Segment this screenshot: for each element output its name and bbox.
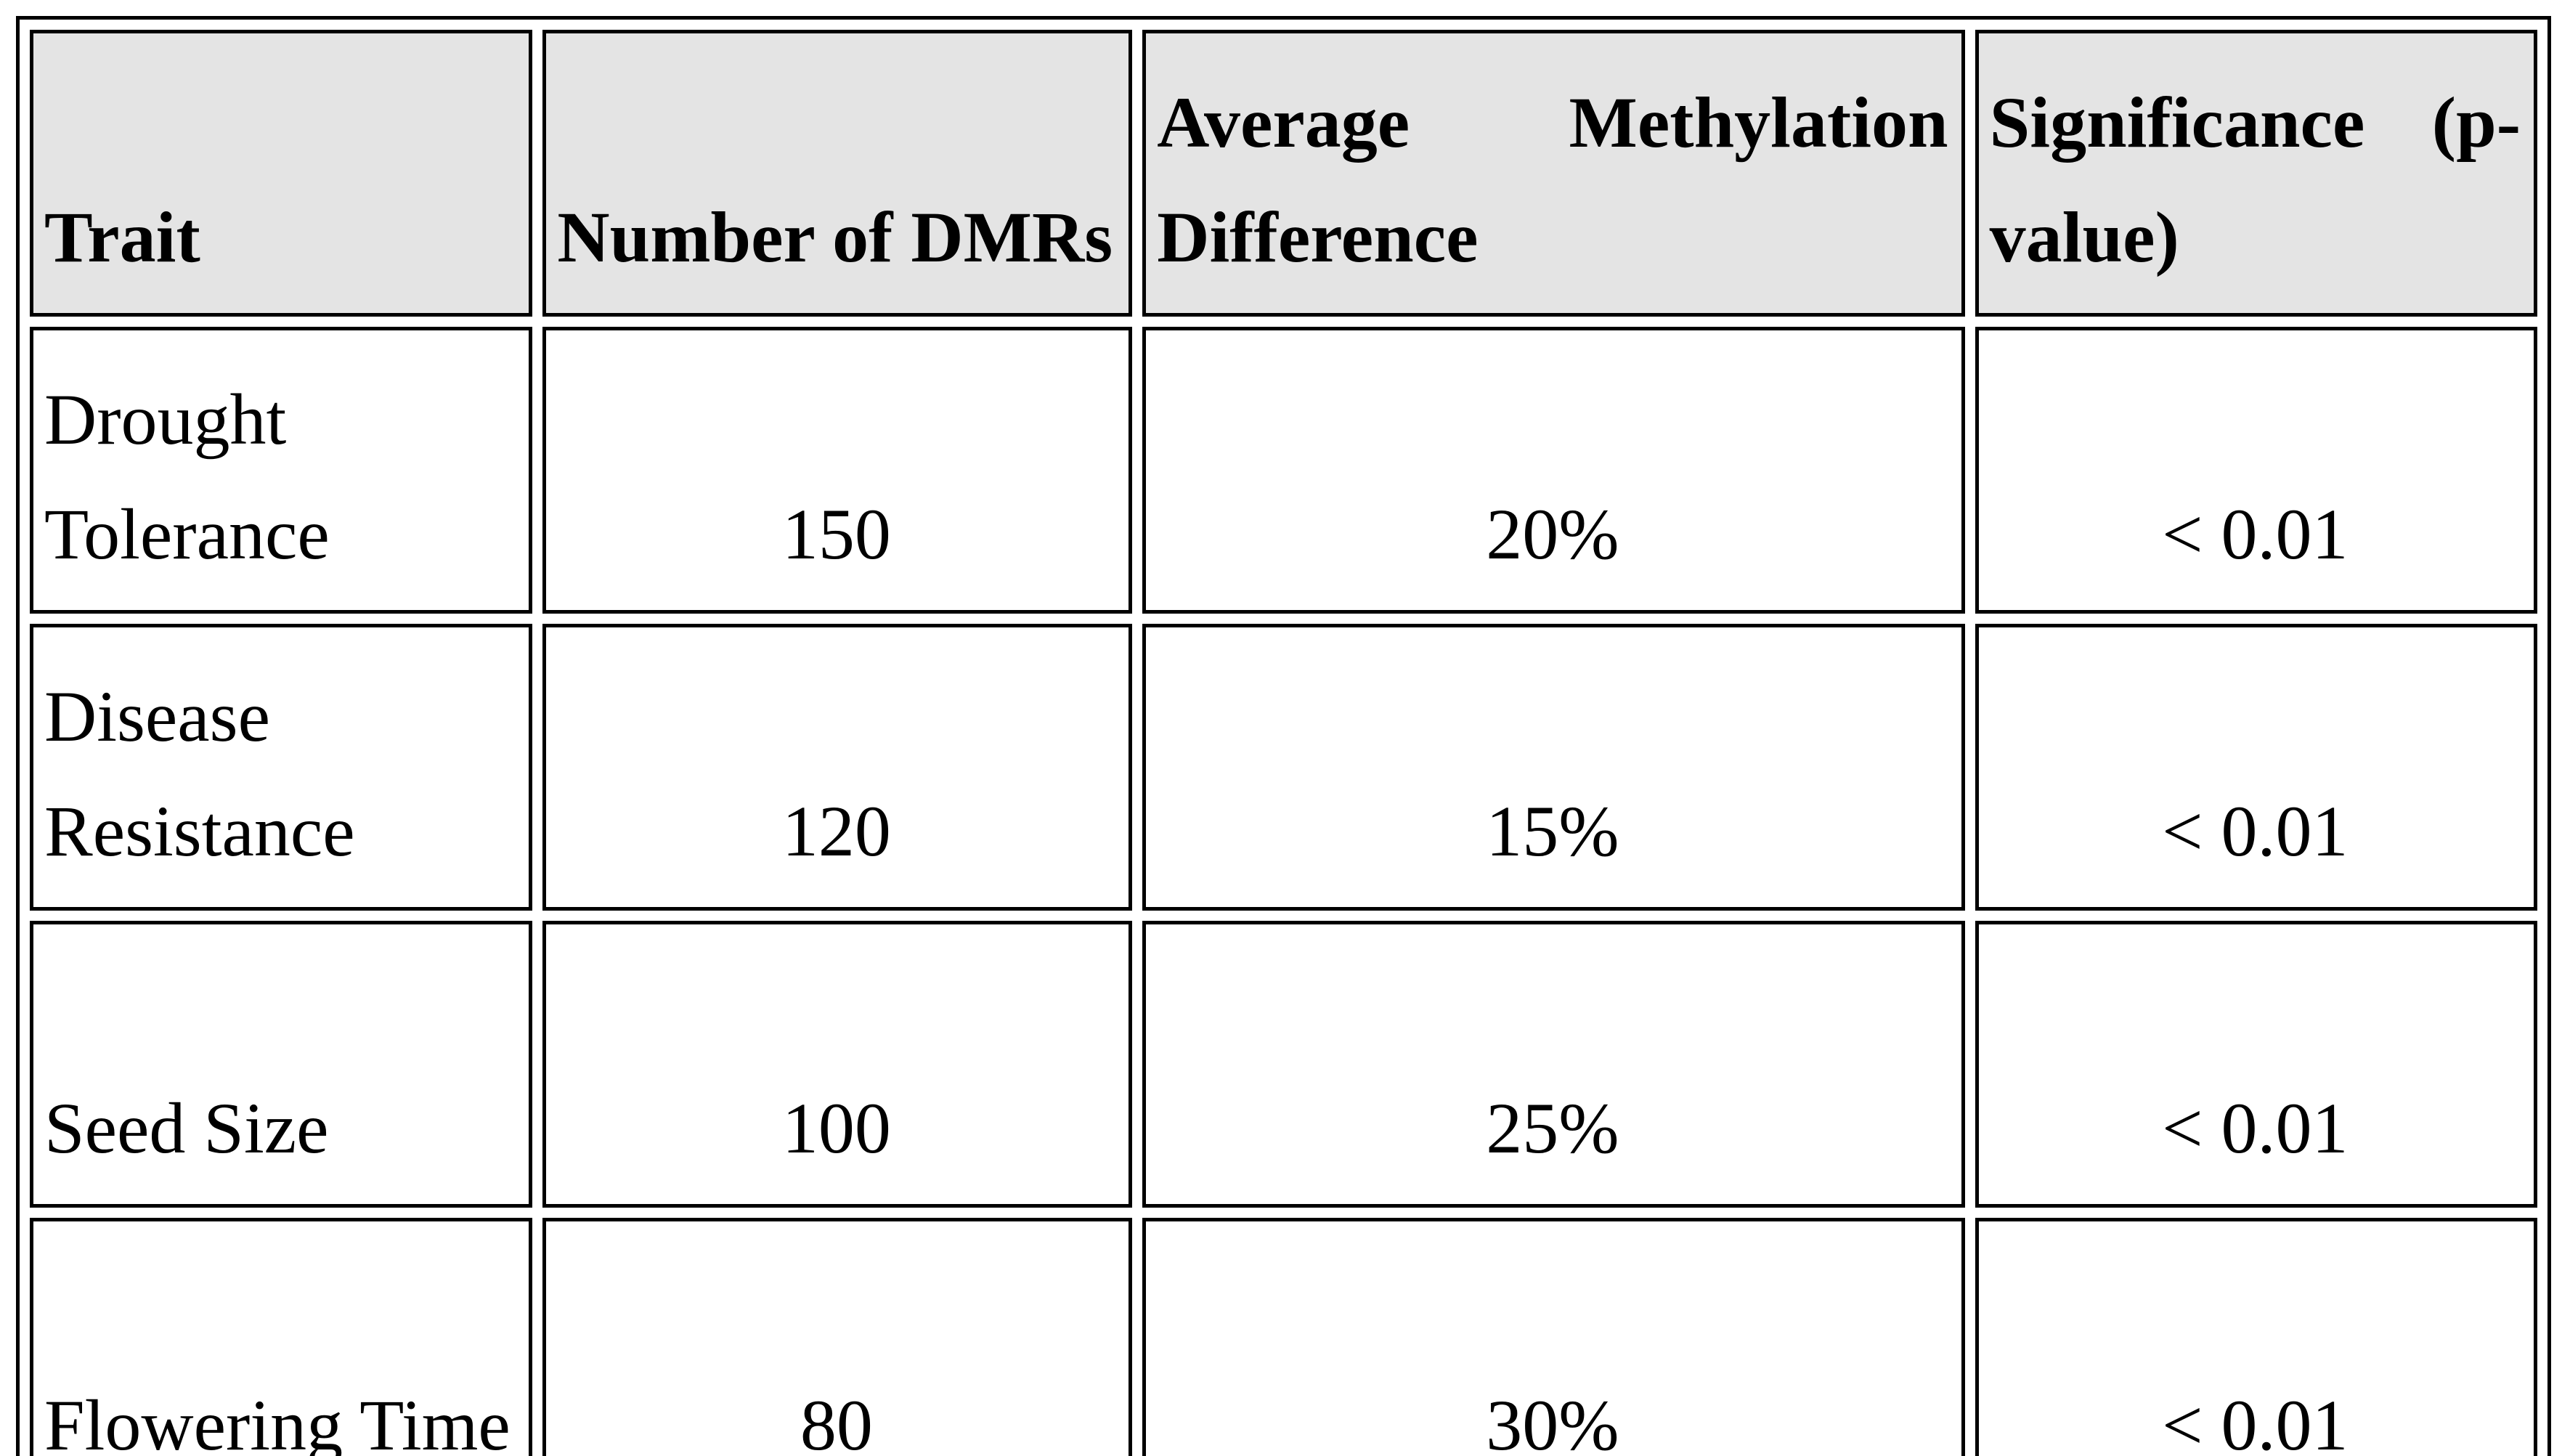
header-number-of-dmrs: Number of DMRs xyxy=(542,30,1133,317)
cell-number-of-dmrs: 150 xyxy=(542,327,1133,614)
header-significance-p-value: Significance (p- value) xyxy=(1975,30,2537,317)
header-trait: Trait xyxy=(30,30,533,317)
cell-trait: Disease Resistance xyxy=(30,624,533,911)
table-row-disease-resistance: Disease Resistance 120 15% < 0.01 xyxy=(30,624,2537,911)
table-row-seed-size: Seed Size 100 25% < 0.01 xyxy=(30,921,2537,1208)
cell-number-of-dmrs: 80 xyxy=(542,1218,1133,1456)
page: { "table": { "border_color": "#000000", … xyxy=(0,16,2570,1456)
cell-avg-methylation-difference: 25% xyxy=(1142,921,1965,1208)
cell-significance: < 0.01 xyxy=(1975,327,2537,614)
cell-trait: Seed Size xyxy=(30,921,533,1208)
cell-number-of-dmrs: 120 xyxy=(542,624,1133,911)
cell-avg-methylation-difference: 20% xyxy=(1142,327,1965,614)
table-row-drought-tolerance: Drought Tolerance 150 20% < 0.01 xyxy=(30,327,2537,614)
cell-number-of-dmrs: 100 xyxy=(542,921,1133,1208)
table-row-flowering-time: Flowering Time 80 30% < 0.01 xyxy=(30,1218,2537,1456)
header-row: Trait Number of DMRs Average Methylation… xyxy=(30,30,2537,317)
methylation-dmr-table: Trait Number of DMRs Average Methylation… xyxy=(16,16,2551,1456)
header-average-methylation-difference: Average Methylation Difference xyxy=(1142,30,1965,317)
cell-significance: < 0.01 xyxy=(1975,624,2537,911)
cell-trait: Drought Tolerance xyxy=(30,327,533,614)
cell-avg-methylation-difference: 30% xyxy=(1142,1218,1965,1456)
cell-significance: < 0.01 xyxy=(1975,1218,2537,1456)
cell-avg-methylation-difference: 15% xyxy=(1142,624,1965,911)
cell-trait: Flowering Time xyxy=(30,1218,533,1456)
cell-significance: < 0.01 xyxy=(1975,921,2537,1208)
